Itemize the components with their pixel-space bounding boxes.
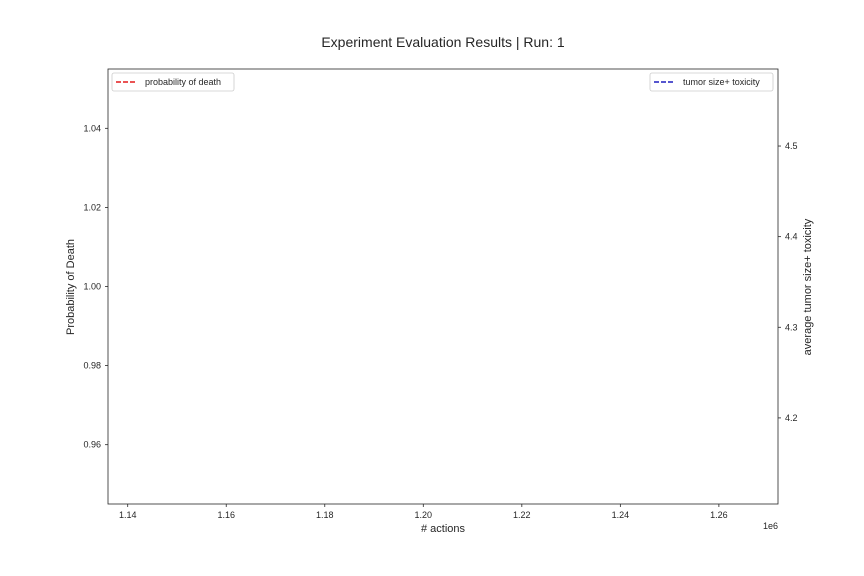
- x-axis-label: # actions: [421, 523, 466, 535]
- y-left-tick-label: 0.98: [83, 361, 101, 371]
- y-axis-left: 0.96 0.98 1.00 1.02 1.04: [83, 123, 108, 450]
- y-left-tick-label: 0.96: [83, 440, 101, 450]
- x-tick-label: 1.22: [513, 510, 531, 520]
- y-axis-left-label: Probability of Death: [65, 239, 77, 335]
- x-tick-label: 1.18: [316, 510, 334, 520]
- legend-right: tumor size+ toxicity: [649, 72, 774, 92]
- x-axis-offset-label: 1e6: [763, 521, 778, 531]
- y-right-tick-label: 4.3: [785, 322, 798, 332]
- x-tick-label: 1.14: [119, 510, 137, 520]
- legend-label-probability-of-death: probability of death: [145, 77, 221, 87]
- y-left-tick-label: 1.04: [83, 123, 101, 133]
- y-right-tick-label: 4.5: [785, 141, 798, 151]
- y-axis-right: 4.2 4.3 4.4 4.5: [778, 141, 798, 423]
- x-axis: 1.14 1.16 1.18 1.20 1.22 1.24 1.26: [119, 504, 728, 520]
- y-left-tick-label: 1.02: [83, 202, 101, 212]
- legend-label-tumor-size-toxicity: tumor size+ toxicity: [683, 77, 760, 87]
- x-tick-label: 1.20: [415, 510, 433, 520]
- y-axis-right-label: average tumor size+ toxicity: [802, 218, 814, 355]
- y-right-tick-label: 4.2: [785, 413, 798, 423]
- legend-left: probability of death: [111, 72, 235, 92]
- y-left-tick-label: 1.00: [83, 282, 101, 292]
- x-tick-label: 1.16: [217, 510, 235, 520]
- y-right-tick-label: 4.4: [785, 232, 798, 242]
- x-tick-label: 1.24: [612, 510, 630, 520]
- chart-title: Experiment Evaluation Results | Run: 1: [321, 34, 565, 50]
- x-tick-label: 1.26: [710, 510, 728, 520]
